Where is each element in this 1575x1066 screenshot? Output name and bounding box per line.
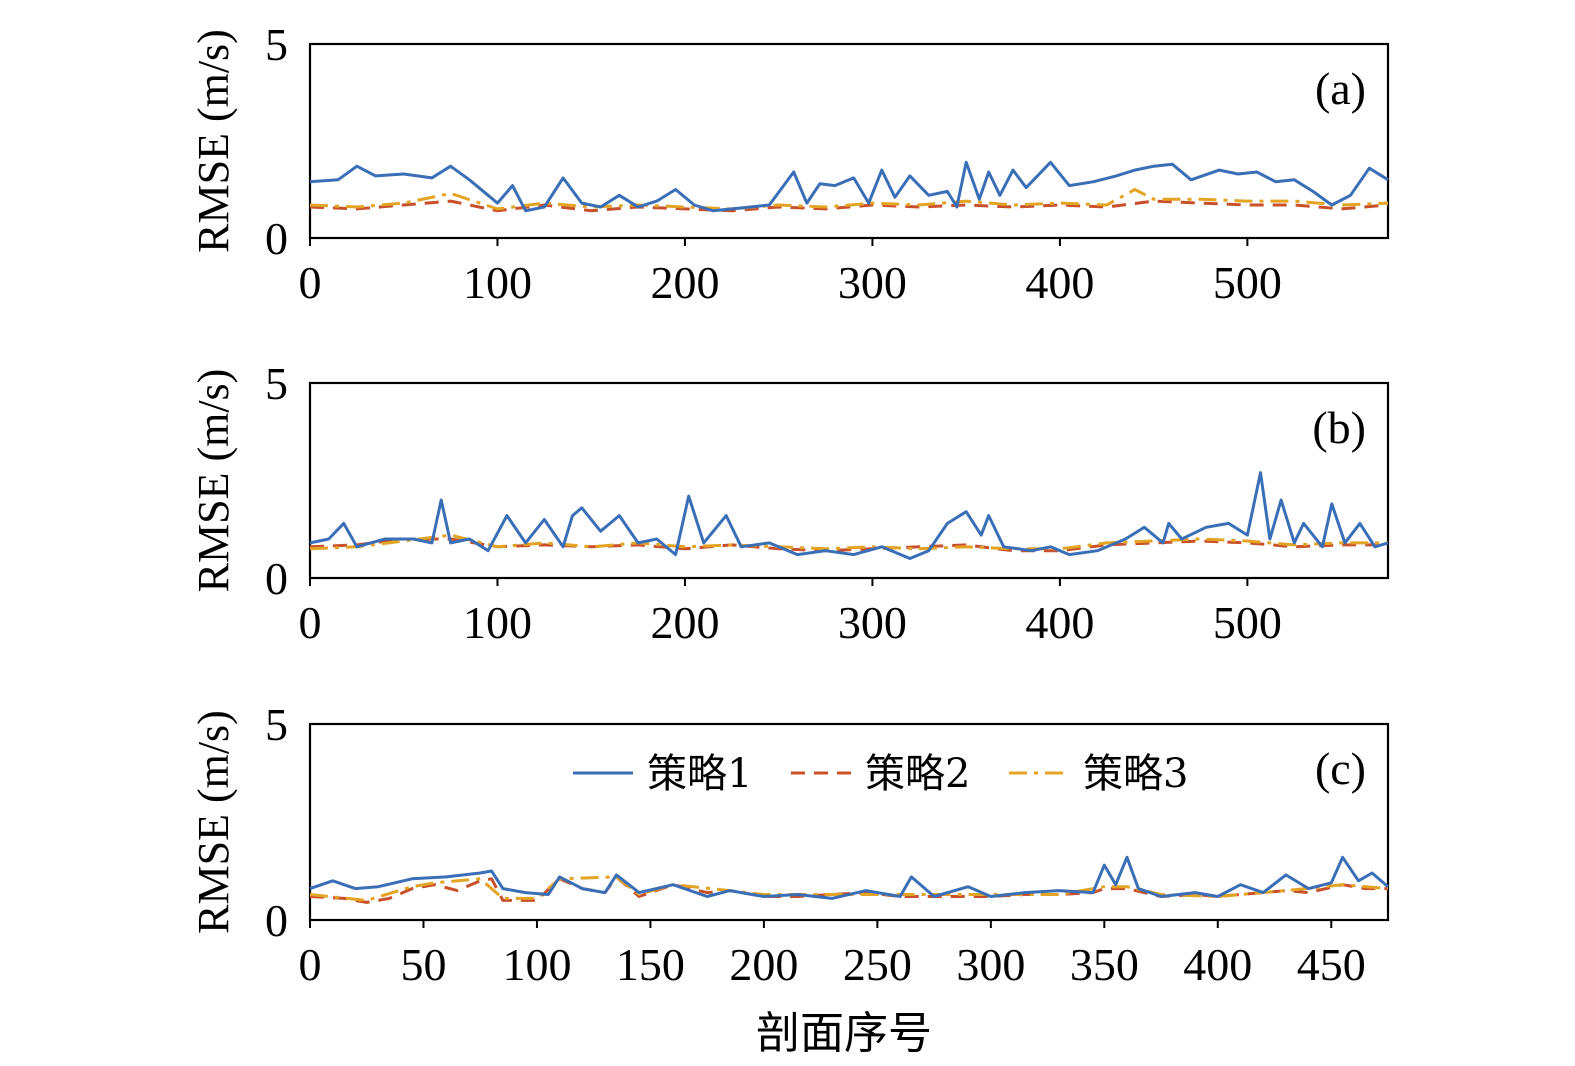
- x-tick-label: 50: [400, 939, 446, 990]
- x-tick-label: 0: [299, 939, 322, 990]
- y-tick-label: 5: [265, 358, 288, 409]
- chart-panel-2: 0 100 200 300 400 500 0 5 RMSE (m/s) (b): [189, 358, 1390, 648]
- x-tick-label: 400: [1183, 939, 1252, 990]
- x-tick-label: 150: [616, 939, 685, 990]
- x-tick-label: 450: [1297, 939, 1366, 990]
- panel-label: (a): [1315, 63, 1366, 114]
- chart-panel-3: 0 50 100 150 200 250 300 350 400 450 0 5 RMSE (m/s) (…: [189, 699, 1390, 1059]
- plot-frame: [308, 381, 1390, 580]
- y-tick-label: 5: [265, 699, 288, 750]
- x-tick-label: 300: [838, 597, 907, 648]
- x-tick-label: 500: [1213, 597, 1282, 648]
- series-line-1: [309, 160, 1389, 213]
- x-tick-label: 0: [299, 257, 322, 308]
- x-tick-label: 300: [838, 257, 907, 308]
- x-tick-label: 200: [729, 939, 798, 990]
- panel-label: (c): [1315, 743, 1366, 794]
- legend-label-3: 策略3: [1083, 751, 1188, 797]
- y-axis-title: RMSE (m/s): [189, 29, 238, 253]
- x-tick-label: 100: [463, 257, 532, 308]
- y-tick-label: 5: [265, 19, 288, 70]
- x-tick-label: 400: [1025, 257, 1094, 308]
- series-line-1: [309, 855, 1389, 900]
- series-line-2: [309, 537, 1388, 553]
- series-line-3: [309, 875, 1389, 902]
- y-axis-title: RMSE (m/s): [189, 369, 238, 593]
- chart-panel-1: 0 100 200 300 400 500 0 5 RMSE (m/s) (a): [189, 19, 1390, 308]
- legend-label-2: 策略2: [865, 751, 970, 797]
- legend-label-1: 策略1: [647, 751, 752, 797]
- series-line-3: [309, 188, 1389, 211]
- y-tick-label: 0: [265, 895, 288, 946]
- series-line-1: [309, 471, 1389, 560]
- x-tick-label: 300: [956, 939, 1025, 990]
- x-tick-label: 400: [1025, 597, 1094, 648]
- x-tick-label: 100: [502, 939, 571, 990]
- x-tick-label: 200: [650, 597, 719, 648]
- y-tick-label: 0: [265, 553, 288, 604]
- x-tick-label: 500: [1213, 257, 1282, 308]
- series-line-2: [309, 199, 1389, 213]
- panel-label: (b): [1312, 402, 1366, 453]
- y-axis-title: RMSE (m/s): [189, 710, 238, 934]
- series-line-2: [309, 875, 1388, 904]
- legend: 策略1 策略2 策略3: [573, 751, 1188, 797]
- x-tick-label: 0: [299, 597, 322, 648]
- plot-frame: [308, 722, 1390, 922]
- x-axis-title: 剖面序号: [756, 1008, 932, 1059]
- x-tick-label: 200: [650, 257, 719, 308]
- plot-frame: [308, 42, 1390, 240]
- x-tick-label: 350: [1070, 939, 1139, 990]
- x-tick-label: 100: [463, 597, 532, 648]
- x-tick-label: 250: [843, 939, 912, 990]
- y-tick-label: 0: [265, 213, 288, 264]
